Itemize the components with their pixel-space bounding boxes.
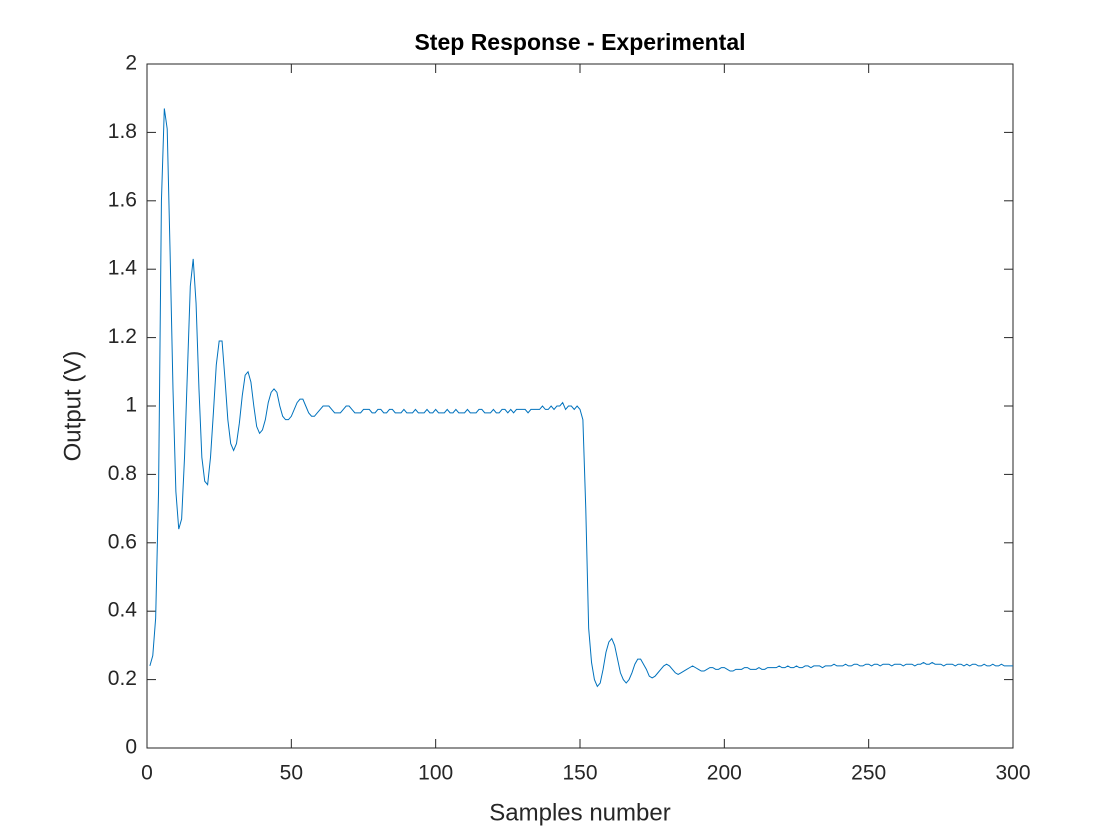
x-tick-label: 50 [280, 762, 303, 785]
y-tick-label: 1 [125, 394, 137, 417]
x-tick-label: 200 [707, 762, 742, 785]
y-tick-label: 1.8 [108, 120, 137, 143]
x-tick-label: 250 [851, 762, 886, 785]
y-tick-label: 0.6 [108, 530, 137, 553]
x-tick-label: 300 [995, 762, 1030, 785]
data-line [149, 108, 1013, 688]
y-tick-label: 1.4 [108, 257, 138, 280]
x-axis-label: Samples number [489, 799, 670, 826]
y-tick-label: 2 [125, 52, 137, 75]
y-tick-label: 0.2 [108, 667, 137, 690]
y-tick-label: 1.2 [108, 325, 137, 348]
y-tick-label: 0 [125, 736, 137, 759]
x-tick-label: 0 [141, 762, 153, 785]
y-tick-label: 0.8 [108, 462, 137, 485]
y-tick-label: 1.6 [108, 188, 137, 211]
chart-title: Step Response - Experimental [414, 29, 745, 55]
x-tick-label: 150 [562, 762, 597, 785]
y-tick-label: 0.4 [108, 599, 138, 622]
x-tick-label: 100 [418, 762, 453, 785]
y-axis-label: Output (V) [59, 351, 86, 462]
plot-area [146, 63, 1014, 749]
